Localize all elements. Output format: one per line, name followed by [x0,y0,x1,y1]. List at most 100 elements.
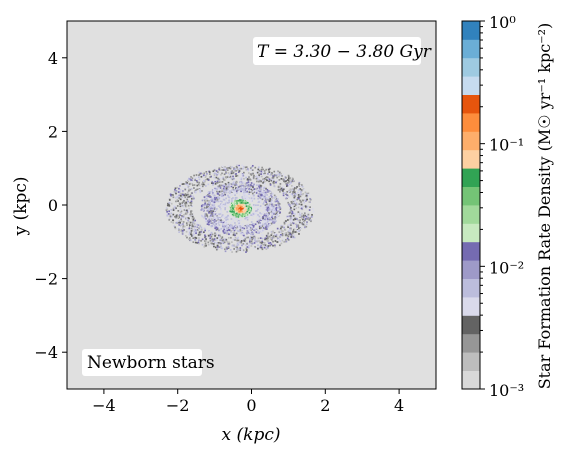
heatmap-cell [284,221,287,223]
heatmap-cell [185,194,187,197]
heatmap-cell [198,242,200,245]
heatmap-cell [277,238,280,241]
heatmap-cell [259,237,262,239]
heatmap-cell [234,200,236,202]
heatmap-cell [216,223,219,225]
heatmap-cell [230,190,233,193]
heatmap-cell [253,247,256,250]
heatmap-cell [225,186,228,189]
heatmap-cell [309,197,311,200]
heatmap-cell [198,239,200,242]
heatmap-cell [252,215,254,217]
heatmap-cell [262,194,264,197]
heatmap-cell [217,197,220,200]
heatmap-cell [258,175,261,178]
heatmap-cell [265,191,267,194]
heatmap-cell [224,229,227,232]
heatmap-cell [263,178,266,180]
heatmap-cell [243,211,245,214]
heatmap-cell [300,226,303,229]
heatmap-cell [246,207,248,210]
heatmap-cell [304,219,306,222]
heatmap-cell [181,232,184,234]
heatmap-cell [248,227,251,230]
heatmap-cell [224,207,227,209]
heatmap-cell [218,187,221,190]
heatmap-cell [284,232,287,235]
heatmap-cell [290,212,293,215]
heatmap-cell [238,170,241,172]
heatmap-cell [246,186,248,189]
heatmap-cell [182,197,185,200]
heatmap-cell [243,206,246,209]
heatmap-cell [290,228,292,231]
heatmap-cell [240,185,242,187]
heatmap-cell [234,233,236,235]
x-tick-label: 0 [246,396,256,415]
heatmap-cell [305,193,308,195]
heatmap-cell [263,182,266,185]
heatmap-cell [286,185,288,188]
heatmap-cell [297,212,300,215]
heatmap-cell [277,212,279,215]
heatmap-cell [215,220,218,222]
heatmap-cell [246,183,249,186]
heatmap-cell [264,204,267,207]
heatmap-cell [279,185,281,188]
heatmap-cell [242,215,245,218]
heatmap-cell [215,190,218,193]
heatmap-cell [248,205,250,208]
heatmap-cell [195,232,197,235]
heatmap-cell [202,183,205,186]
heatmap-cell [279,207,282,209]
heatmap-cell [177,216,179,219]
heatmap-cell [290,224,292,226]
heatmap-cell [252,182,254,185]
heatmap-cell [260,191,263,194]
heatmap-cell [198,184,201,187]
heatmap-cell [262,246,265,249]
heatmap-cell [216,186,218,188]
heatmap-cell [266,176,269,179]
heatmap-cell [275,235,277,238]
heatmap-cell [224,203,226,206]
heatmap-cell [271,192,274,195]
heatmap-cell [212,192,214,194]
time-window-annotation: T = 3.30 − 3.80 Gyr [253,37,432,65]
heatmap-cell [258,215,261,218]
heatmap-cell [213,245,215,248]
heatmap-cell [221,169,223,171]
heatmap-cell [265,208,268,211]
svg-text:Newborn stars: Newborn stars [87,353,215,373]
heatmap-cell [194,192,197,195]
heatmap-cell [192,195,194,198]
heatmap-cell [300,207,303,210]
heatmap-cell [204,237,207,240]
heatmap-cell [266,207,269,210]
heatmap-cell [216,218,218,220]
heatmap-cell [188,238,190,241]
heatmap-cell [249,240,251,243]
heatmap-cell [181,228,183,231]
heatmap-cell [307,192,310,195]
heatmap-cell [207,205,210,208]
heatmap-cell [187,177,190,180]
heatmap-cell [214,188,216,191]
heatmap-cell [222,220,224,222]
heatmap-cell [294,206,296,209]
heatmap-cell [247,172,250,174]
heatmap-cell [239,187,242,189]
heatmap-cell [296,203,299,206]
heatmap-cell [231,202,234,205]
heatmap-cell [235,212,238,215]
heatmap-cell [166,208,169,211]
heatmap-cell [244,236,247,239]
heatmap-cell [207,201,210,204]
heatmap-cell [187,218,190,221]
colorbar-band [462,131,480,151]
heatmap-cell [203,231,205,234]
heatmap-cell [221,181,224,183]
colorbar-band [462,370,480,390]
heatmap-cell [234,222,236,224]
heatmap-cell [236,209,238,211]
